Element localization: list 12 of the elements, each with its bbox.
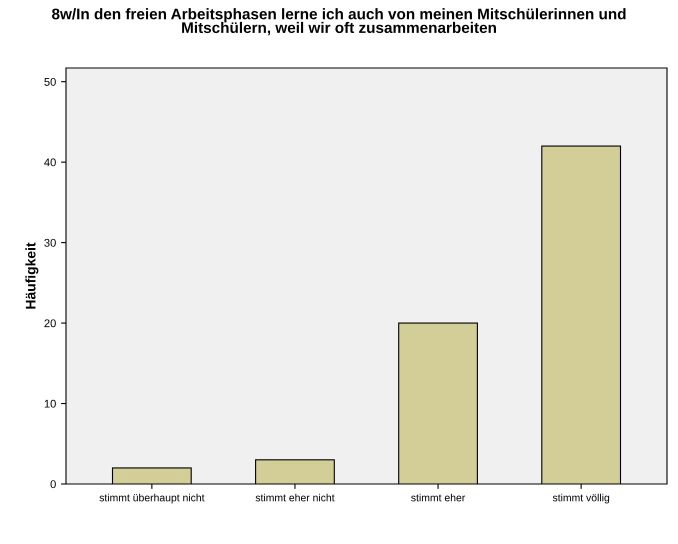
y-axis-title: Häufigkeit xyxy=(25,242,38,309)
x-tick-label: stimmt eher nicht xyxy=(256,494,335,502)
y-tick-label: 20 xyxy=(44,319,56,328)
chart-title: 8w/In den freien Arbeitsphasen lerne ich auch von meinen Mitschülerinnen und Mitschülern, weil wir oft zusammenarbeiten xyxy=(52,8,626,36)
y-tick-label: 40 xyxy=(44,158,56,166)
x-tick-label: stimmt völlig xyxy=(552,494,610,504)
x-tick-label: stimmt eher xyxy=(411,494,466,502)
y-tick-label: 0 xyxy=(50,480,56,488)
y-tick-label: 10 xyxy=(44,400,56,408)
y-tick-label: 50 xyxy=(44,78,56,86)
y-tick-label: 30 xyxy=(44,238,56,247)
x-tick-label: stimmt überhaupt nicht xyxy=(99,494,204,504)
